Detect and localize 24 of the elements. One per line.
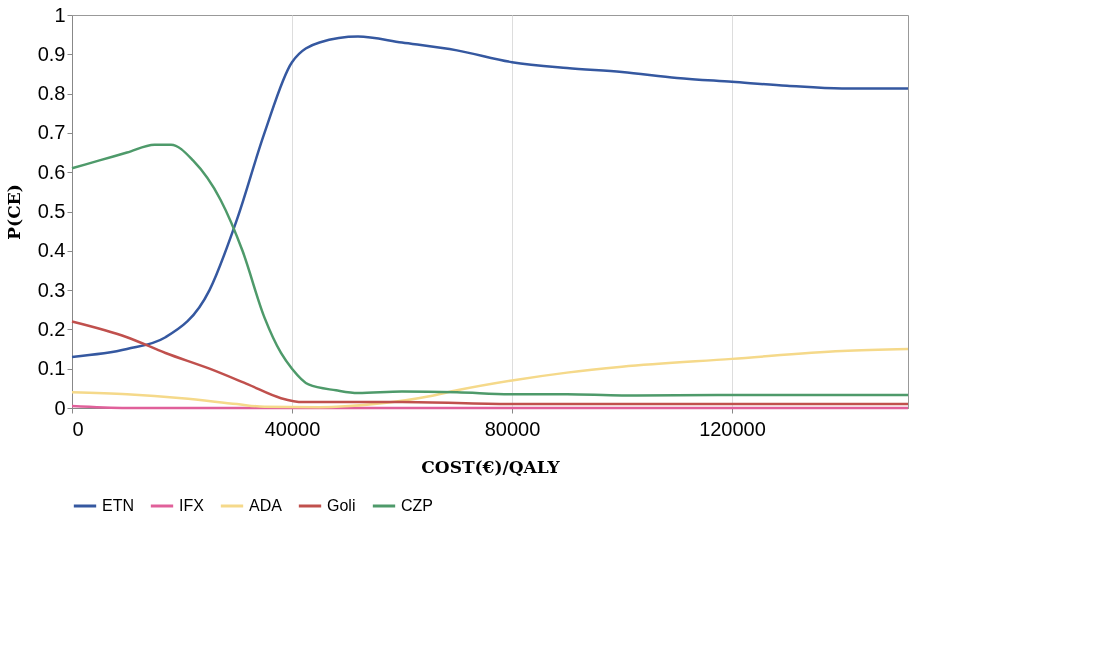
line-series (70, 35, 910, 359)
y-tick-label: 0.5 (37, 200, 66, 222)
legend-label: Goli (327, 497, 356, 514)
legend-label: IFX (179, 497, 205, 514)
y-axis-title: P(CE) (3, 184, 24, 240)
line-series (70, 143, 910, 397)
x-axis-title: COST(€)/QALY (421, 456, 561, 477)
y-tick-label: 1 (54, 3, 66, 26)
y-tick-label: 0.8 (37, 82, 66, 105)
legend-label: CZP (401, 497, 433, 514)
legend-label: ADA (249, 497, 283, 514)
y-tick-label: 0.9 (37, 42, 66, 65)
legend-label: ETN (102, 497, 134, 514)
x-tick-label: 120000 (699, 417, 766, 440)
x-tick-label: 40000 (264, 417, 321, 440)
y-tick-label: 0.7 (37, 121, 66, 144)
y-tick-label: 0.6 (37, 160, 66, 183)
y-tick-label: 0 (54, 396, 66, 419)
y-tick-label: 0.4 (37, 239, 66, 262)
y-tick-label: 0.1 (37, 357, 66, 380)
y-tick-label: 0.3 (37, 278, 66, 301)
y-tick-label: 0.2 (37, 317, 66, 340)
x-tick-label: 0 (72, 417, 84, 440)
x-tick-label: 80000 (484, 417, 541, 440)
